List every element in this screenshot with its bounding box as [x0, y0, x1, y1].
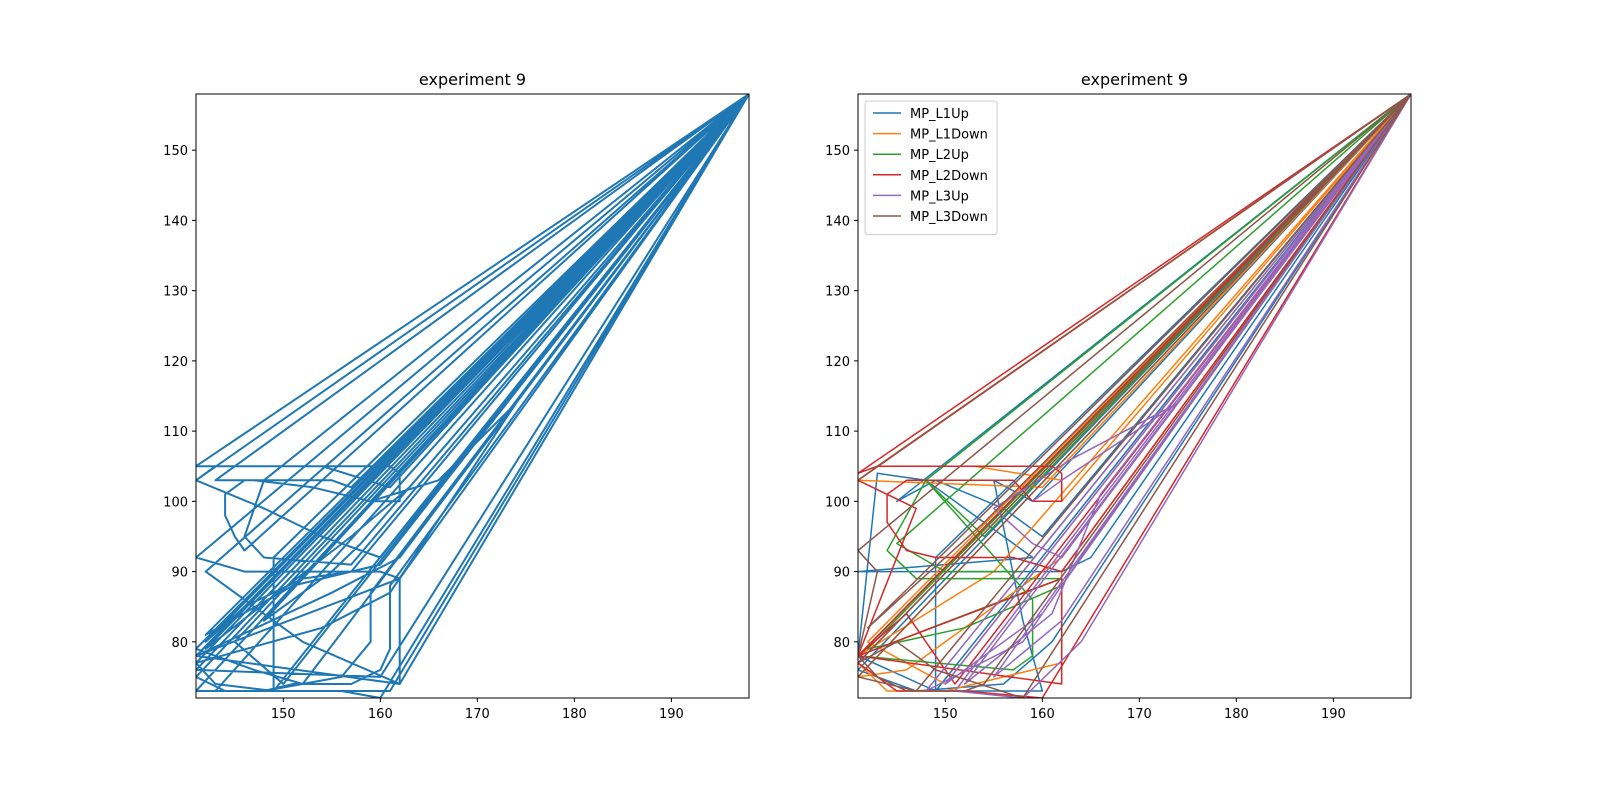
x-tick-label: 180: [1224, 707, 1249, 722]
legend-box: [864, 100, 998, 236]
y-tick-label: 90: [171, 566, 188, 581]
chart-left: experiment 9 150 160 170 180 190 80 90 100 110 12…: [163, 70, 750, 722]
series-line-5: [858, 94, 1411, 698]
legend-label: MP_L2Down: [910, 169, 988, 184]
y-tick-label: 110: [825, 425, 850, 440]
x-tick-label: 190: [659, 707, 684, 722]
x-tick-label: 190: [1321, 707, 1346, 722]
chart-right: experiment 9 150 160 170 180 190 80 90 100 110 12…: [825, 70, 1412, 722]
chart-title: experiment 9: [1081, 70, 1188, 89]
y-tick-label: 100: [163, 495, 188, 510]
x-tick-label: 150: [933, 707, 958, 722]
legend-label: MP_L1Up: [910, 107, 969, 122]
y-tick-label: 120: [163, 355, 188, 370]
x-tick-label: 160: [368, 707, 393, 722]
x-tick-label: 150: [271, 707, 296, 722]
x-tick-label: 170: [465, 707, 490, 722]
y-tick-label: 150: [825, 144, 850, 159]
legend: MP_L1Up MP_L1Down MP_L2Up MP_L2Down MP_L3Up M…: [864, 100, 998, 236]
legend-label: MP_L3Up: [910, 189, 969, 204]
legend-label: MP_L2Up: [910, 148, 969, 163]
series-line-0: [196, 94, 749, 698]
y-tick-label: 100: [825, 495, 850, 510]
y-tick-label: 140: [825, 214, 850, 229]
y-tick-label: 130: [825, 285, 850, 300]
chart-title: experiment 9: [419, 70, 526, 89]
x-tick-label: 170: [1127, 707, 1152, 722]
y-tick-label: 120: [825, 355, 850, 370]
x-tick-label: 180: [562, 707, 587, 722]
y-tick-label: 110: [163, 425, 188, 440]
x-tick-label: 160: [1030, 707, 1055, 722]
legend-label: MP_L1Down: [910, 128, 988, 143]
y-tick-label: 90: [833, 566, 850, 581]
y-tick-label: 150: [163, 144, 188, 159]
y-tick-label: 130: [163, 285, 188, 300]
y-tick-label: 80: [171, 636, 188, 651]
y-tick-label: 140: [163, 214, 188, 229]
legend-label: MP_L3Down: [910, 210, 988, 225]
y-tick-label: 80: [833, 636, 850, 651]
